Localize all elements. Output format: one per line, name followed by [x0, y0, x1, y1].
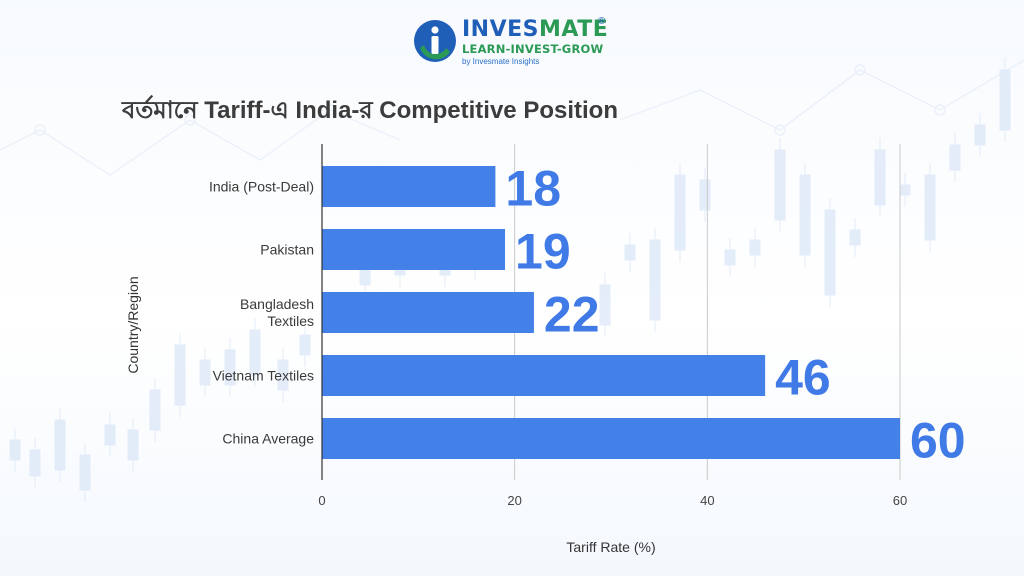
candle-body	[127, 429, 139, 461]
logo-wordmark-primary: INVES	[462, 17, 539, 42]
bar	[322, 229, 506, 270]
category-label-line: China Average	[222, 431, 314, 447]
candle-body	[699, 179, 711, 211]
candle-body	[149, 389, 161, 431]
data-label: 60	[910, 413, 966, 469]
candle-body	[249, 329, 261, 376]
bar	[322, 166, 496, 207]
category-label: Vietnam Textiles	[213, 368, 314, 384]
candle-body	[624, 244, 636, 261]
candle-body	[999, 69, 1011, 131]
category-label-line: Pakistan	[260, 242, 314, 258]
candle-body	[924, 174, 936, 241]
candle-body	[774, 149, 786, 221]
data-label: 22	[544, 287, 600, 343]
bar	[322, 355, 766, 396]
invesmate-logo-icon	[414, 20, 456, 62]
candle-body	[649, 239, 661, 321]
category-label: Bangladesh Textiles	[240, 296, 314, 329]
category-label: Pakistan	[260, 242, 314, 258]
x-tick-label: 60	[893, 493, 907, 508]
candle-body	[277, 359, 289, 391]
category-label-line: India (Post-Deal)	[209, 179, 314, 195]
data-label: 18	[505, 161, 561, 217]
candle-body	[974, 124, 986, 146]
bar	[322, 418, 900, 459]
data-label: 46	[775, 350, 831, 406]
registered-mark: ®	[598, 16, 606, 27]
logo-wordmark-secondary: MATE	[539, 17, 609, 42]
candle-body	[799, 174, 811, 256]
candle-body	[104, 424, 116, 446]
candle-body	[874, 149, 886, 206]
bar	[322, 292, 534, 333]
category-label: India (Post-Deal)	[209, 179, 314, 195]
candle-body	[174, 344, 186, 406]
candle-body	[599, 284, 611, 326]
candle-body	[29, 449, 41, 477]
candle-body	[674, 174, 686, 251]
logo-tagline: LEARN-INVEST-GROW	[462, 42, 604, 56]
category-label-line: Bangladesh	[240, 296, 314, 312]
candle-body	[199, 359, 211, 386]
candle-body	[9, 439, 21, 461]
x-tick-label: 20	[507, 493, 521, 508]
candle-body	[724, 249, 736, 266]
candle-body	[224, 349, 236, 386]
candle-body	[79, 454, 91, 491]
candle-body	[749, 239, 761, 256]
logo-wordmark: INVESMATE	[462, 18, 608, 42]
y-axis-title: Country/Region	[125, 276, 141, 373]
category-label-line: Textiles	[267, 313, 314, 329]
category-label: China Average	[222, 431, 314, 447]
category-label-line: Vietnam Textiles	[213, 368, 314, 384]
candle-body	[824, 209, 836, 296]
x-axis-title: Tariff Rate (%)	[566, 539, 655, 555]
chart-title: বর্তমানে Tariff-এ India-র Competitive Po…	[122, 97, 618, 124]
candle-body	[54, 419, 66, 471]
candle-body	[849, 229, 861, 246]
data-label: 19	[515, 224, 571, 280]
candle-body	[949, 144, 961, 171]
x-tick-label: 40	[700, 493, 714, 508]
x-tick-label: 0	[318, 493, 325, 508]
candle-body	[299, 334, 311, 356]
logo-subline: by Invesmate Insights	[462, 57, 540, 66]
invesmate-logo[interactable]: INVESMATE ® LEARN-INVEST-GROW by Invesma…	[412, 14, 612, 70]
